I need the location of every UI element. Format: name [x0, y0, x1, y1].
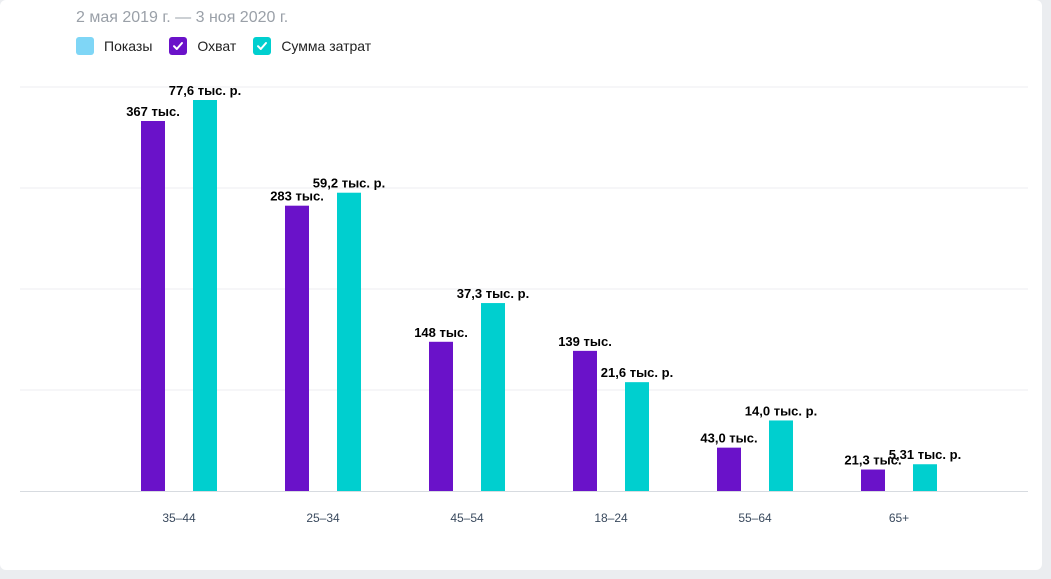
data-label-spend: 59,2 тыс. р.	[313, 176, 385, 191]
category-label: 18–24	[594, 511, 628, 525]
bar-reach[interactable]	[285, 205, 309, 491]
bar-chart: 367 тыс. 77,6 тыс. р. 35–44 283 тыс.59,2 ты…	[20, 83, 1028, 525]
legend-label-reach: Охват	[197, 38, 237, 54]
data-label-reach: 139 тыс.	[558, 334, 612, 349]
data-label-spend: 21,6 тыс. р.	[601, 365, 673, 380]
legend-item-impressions[interactable]: Показы	[76, 37, 152, 55]
bar-spend[interactable]	[193, 100, 217, 491]
bar-spend[interactable]	[337, 192, 361, 491]
category-label: 45–54	[450, 511, 484, 525]
legend-label-spend: Сумма затрат	[281, 38, 372, 54]
checkbox-spend[interactable]	[253, 37, 272, 55]
category-label: 35–44	[162, 511, 196, 525]
bar-spend[interactable]	[481, 303, 505, 491]
bar-spend[interactable]	[913, 464, 937, 491]
legend-label-impressions: Показы	[104, 38, 153, 54]
data-label-spend: 77,6 тыс. р.	[169, 83, 241, 98]
legend-item-spend[interactable]: Сумма затрат	[253, 37, 371, 55]
bar-reach[interactable]	[573, 350, 597, 491]
bar-spend[interactable]	[625, 382, 649, 491]
check-icon	[173, 42, 184, 50]
legend-item-reach[interactable]: Охват	[169, 37, 236, 55]
bar-reach[interactable]	[141, 121, 165, 491]
data-label-spend: 5,31 тыс. р.	[889, 447, 961, 462]
date-range: 2 мая 2019 г. — 3 ноя 2020 г.	[76, 9, 289, 26]
checkbox-impressions[interactable]	[76, 37, 94, 55]
data-label-reach: 43,0 тыс.	[700, 431, 757, 446]
data-label-reach: 21,3 тыс.	[844, 453, 901, 468]
data-label-spend: 14,0 тыс. р.	[745, 403, 817, 418]
check-icon	[257, 42, 268, 50]
bar-spend[interactable]	[769, 420, 793, 491]
checkbox-reach[interactable]	[169, 37, 188, 55]
category-label: 55–64	[738, 511, 772, 525]
bar-reach[interactable]	[861, 469, 885, 491]
bar-reach[interactable]	[429, 341, 453, 491]
legend: Показы Охват Сумма затрат	[76, 37, 388, 55]
data-label-spend: 37,3 тыс. р.	[457, 286, 529, 301]
bar-reach[interactable]	[717, 447, 741, 491]
category-label: 65+	[889, 511, 909, 525]
data-label-reach: 367 тыс.	[126, 104, 180, 119]
chart-card: 2 мая 2019 г. — 3 ноя 2020 г. Показы Охв…	[0, 0, 1042, 570]
category-label: 25–34	[306, 511, 340, 525]
data-label-reach: 283 тыс.	[270, 189, 324, 204]
data-label-reach: 148 тыс.	[414, 325, 468, 340]
